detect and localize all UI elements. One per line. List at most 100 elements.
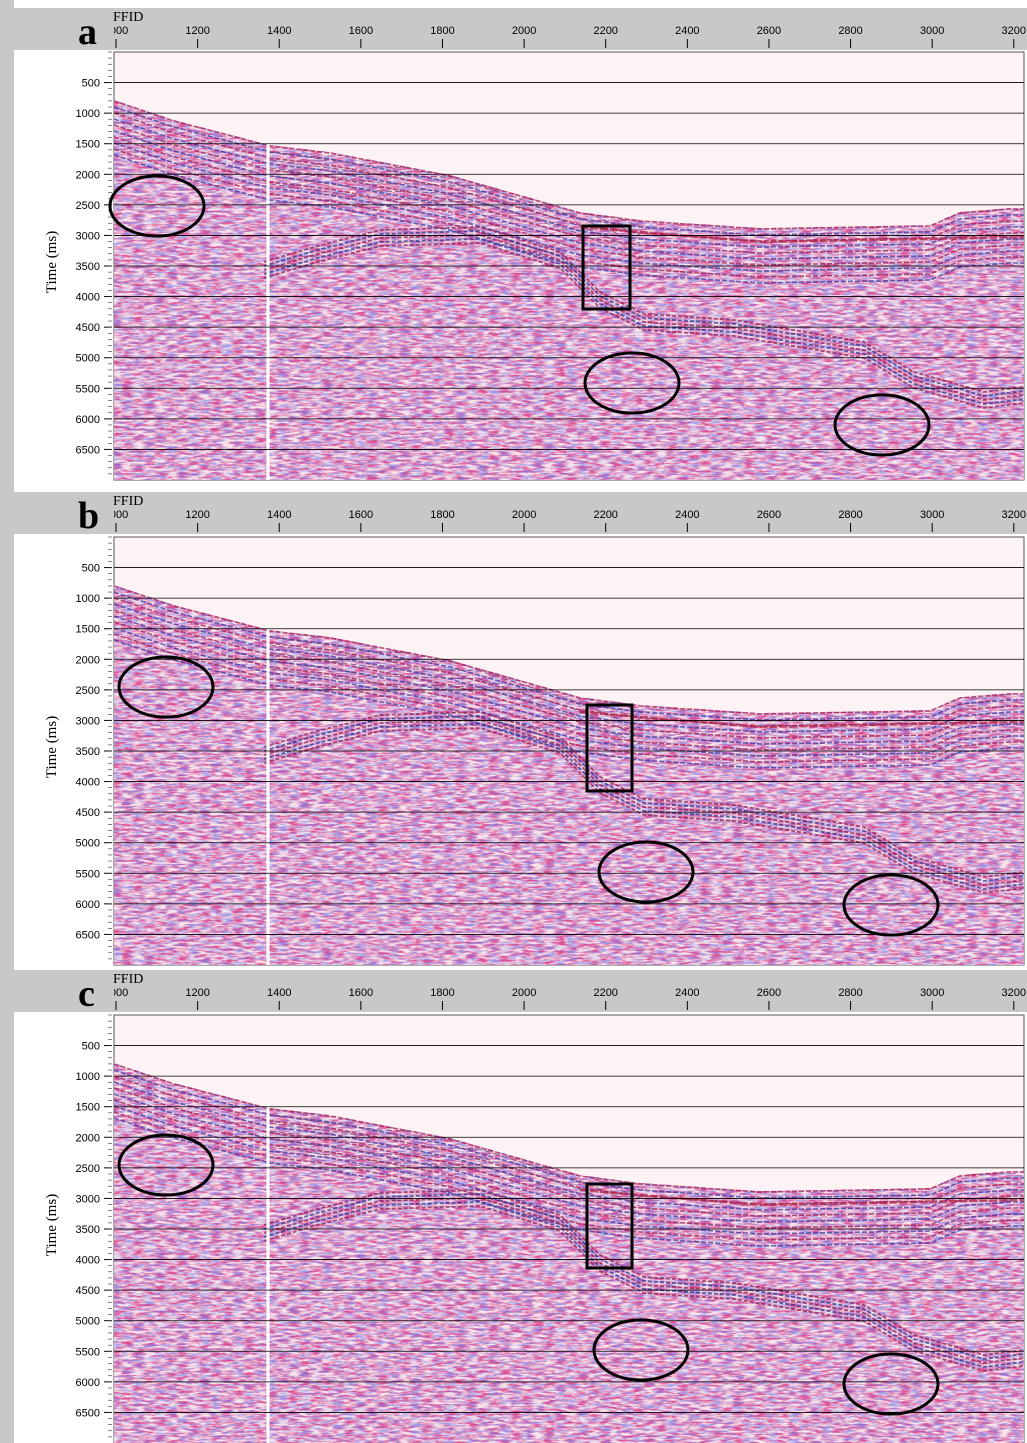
y-axis-title: Time (ms)	[44, 716, 60, 778]
reflector	[269, 1146, 641, 1223]
reflector	[263, 226, 1024, 393]
y-tick-label: 5500	[76, 1346, 100, 1358]
y-tick-label: 5500	[76, 383, 100, 395]
reflector	[114, 106, 1024, 236]
reflector	[269, 668, 641, 745]
x-axis: 1000 1200 1400 1600 1800 2000 2200 2400 2600 2800…	[104, 509, 1026, 532]
x-tick-label: 1600	[349, 987, 373, 999]
reflector	[114, 1075, 1024, 1205]
panel-label: b	[78, 495, 99, 537]
x-tick-label: 3200	[1002, 25, 1026, 37]
y-tick-label: 2500	[76, 685, 100, 697]
reflector	[263, 1201, 1024, 1368]
x-tick-label: 2600	[757, 25, 781, 37]
reflector	[579, 1188, 1024, 1207]
x-tick-label: 1800	[430, 25, 454, 37]
x-axis-title: FFID	[113, 972, 143, 987]
panel-label: c	[78, 973, 95, 1015]
reflector	[263, 234, 1024, 401]
reflector	[579, 225, 1024, 244]
y-tick-label: 500	[82, 78, 100, 90]
x-tick-label: 2400	[675, 987, 699, 999]
panel-label: a	[78, 11, 97, 53]
y-tick-label: 1000	[76, 1071, 100, 1083]
reflector	[114, 1093, 1024, 1223]
x-tick-label: 1000	[104, 509, 128, 521]
reflector	[269, 652, 641, 729]
x-axis-title: FFID	[113, 10, 143, 25]
y-tick-label: 2000	[76, 169, 100, 181]
y-tick-label: 3500	[76, 746, 100, 758]
y-tick-label: 1500	[76, 624, 100, 636]
x-tick-label: 2800	[838, 25, 862, 37]
reflector	[263, 711, 1024, 878]
y-tick-label: 500	[82, 1041, 100, 1053]
highlight-box	[585, 703, 634, 793]
x-tick-label: 3000	[920, 25, 944, 37]
reflector	[114, 633, 1024, 763]
y-axis-title: Time (ms)	[44, 231, 60, 293]
y-tick-label: 2500	[76, 1163, 100, 1175]
y-tick-label: 6000	[76, 1377, 100, 1389]
y-tick-label: 5000	[76, 1316, 100, 1328]
x-tick-label: 1200	[185, 509, 209, 521]
reflector	[114, 603, 1024, 733]
x-tick-label: 1800	[430, 987, 454, 999]
reflector	[269, 183, 641, 260]
highlight-box	[585, 1182, 634, 1270]
y-tick-label: 3000	[76, 1193, 100, 1205]
reflector	[114, 130, 1024, 260]
x-tick-label: 2600	[757, 509, 781, 521]
reflector	[263, 723, 1024, 890]
reflector	[269, 175, 641, 252]
x-tick-label: 3000	[920, 987, 944, 999]
highlight-ellipse	[842, 873, 940, 937]
y-tick-label: 6500	[76, 929, 100, 941]
reflector	[114, 136, 1024, 266]
x-tick-label: 3000	[920, 509, 944, 521]
reflector	[114, 1099, 1024, 1229]
x-axis: 1000 1200 1400 1600 1800 2000 2200 2400 2600 2800…	[104, 987, 1026, 1010]
reflector	[263, 238, 1024, 405]
x-tick-label: 2800	[838, 509, 862, 521]
reflector	[114, 615, 1024, 745]
x-tick-label: 1000	[104, 987, 128, 999]
y-tick-label: 4500	[76, 322, 100, 334]
reflector	[114, 118, 1024, 248]
y-tick-label: 4000	[76, 777, 100, 789]
reflector	[114, 142, 1024, 272]
y-axis-title: Time (ms)	[44, 1194, 60, 1256]
header-bar	[14, 8, 1027, 50]
x-tick-label: 1400	[267, 987, 291, 999]
reflector	[263, 230, 1024, 397]
x-tick-label: 1000	[104, 25, 128, 37]
y-tick-label: 4000	[76, 1255, 100, 1267]
y-tick-label: 5000	[76, 838, 100, 850]
highlight-box	[581, 224, 632, 311]
reflector	[263, 1189, 1024, 1356]
x-tick-label: 2400	[675, 25, 699, 37]
x-tick-label: 2800	[838, 987, 862, 999]
reflector	[114, 100, 1024, 230]
x-tick-label: 1400	[267, 25, 291, 37]
header-bar	[14, 970, 1027, 1012]
highlight-ellipse	[833, 393, 931, 457]
y-tick-label: 3500	[76, 261, 100, 273]
x-tick-label: 2000	[512, 25, 536, 37]
left-strip	[0, 0, 14, 1443]
highlight-ellipse	[117, 655, 215, 719]
y-tick-label: 1500	[76, 1102, 100, 1114]
reflector	[114, 112, 1024, 242]
reflector	[263, 1193, 1024, 1360]
y-tick-label: 6500	[76, 444, 100, 456]
reflector	[263, 727, 1024, 894]
x-tick-label: 2400	[675, 509, 699, 521]
seismic	[114, 1063, 1024, 1443]
reflector	[114, 1111, 1024, 1241]
reflector	[263, 1205, 1024, 1372]
reflector	[114, 627, 1024, 757]
x-tick-label: 1600	[349, 509, 373, 521]
x-tick-label: 2000	[512, 509, 536, 521]
reflector	[114, 148, 1024, 278]
highlight-ellipse	[842, 1352, 940, 1416]
